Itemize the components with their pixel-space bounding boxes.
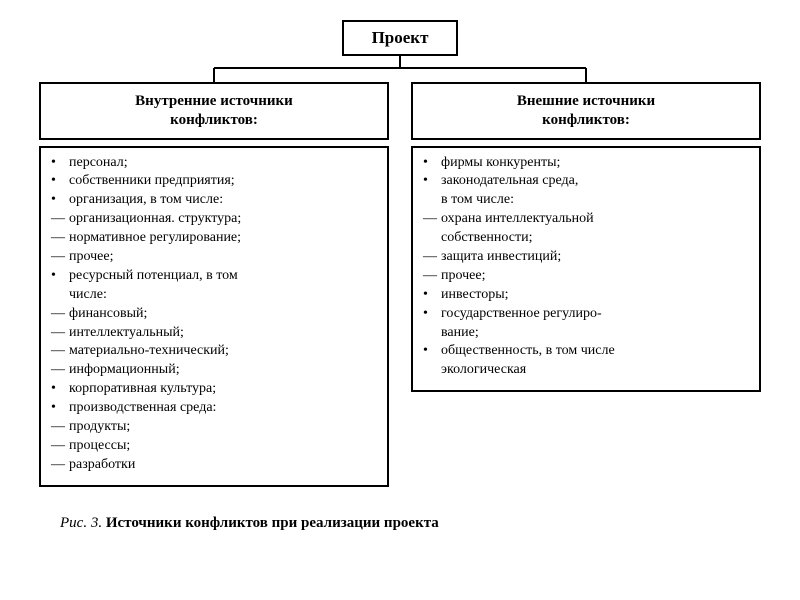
diagram-root: Проект Внутренние источникиконфликтов: п… bbox=[30, 20, 770, 532]
column-body-external: фирмы конкуренты;законодательная среда,в… bbox=[411, 146, 761, 393]
bullet-icon bbox=[51, 267, 69, 286]
list-item-text: собственности; bbox=[441, 229, 749, 248]
bullet-icon bbox=[51, 154, 69, 173]
dash-icon bbox=[51, 324, 69, 343]
list-item: нормативное регулирование; bbox=[51, 229, 377, 248]
list-item-text: материально-технический; bbox=[69, 342, 377, 361]
caption-text: Источники конфликтов при реализации прое… bbox=[106, 515, 439, 531]
list-item: процессы; bbox=[51, 437, 377, 456]
dash-icon bbox=[51, 210, 69, 229]
list-item: законодательная среда, bbox=[423, 172, 749, 191]
list-item: корпоративная культура; bbox=[51, 380, 377, 399]
list-item-text: финансовый; bbox=[69, 305, 377, 324]
list-item-text: защита инвестиций; bbox=[441, 248, 749, 267]
bullet-icon bbox=[423, 172, 441, 191]
bullet-icon bbox=[51, 380, 69, 399]
bullet-icon bbox=[51, 399, 69, 418]
list-item: материально-технический; bbox=[51, 342, 377, 361]
list-item-text: вание; bbox=[441, 324, 749, 343]
columns-container: Внутренние источникиконфликтов: персонал… bbox=[30, 82, 770, 487]
dash-icon bbox=[423, 248, 441, 267]
list-item: производственная среда: bbox=[51, 399, 377, 418]
list-item: персонал; bbox=[51, 154, 377, 173]
dash-icon bbox=[51, 342, 69, 361]
root-node: Проект bbox=[342, 20, 459, 56]
column-internal: Внутренние источникиконфликтов: персонал… bbox=[39, 82, 389, 487]
list-item: финансовый; bbox=[51, 305, 377, 324]
list-item-text: законодательная среда, bbox=[441, 172, 749, 191]
list-item-text: корпоративная культура; bbox=[69, 380, 377, 399]
list-item-text: в том числе: bbox=[441, 191, 749, 210]
column-body-internal: персонал;собственники предприятия;органи… bbox=[39, 146, 389, 487]
list-item: собственники предприятия; bbox=[51, 172, 377, 191]
list-item: инвесторы; bbox=[423, 286, 749, 305]
bullet-icon bbox=[51, 191, 69, 210]
list-item-text: прочее; bbox=[441, 267, 749, 286]
list-item-text: разработки bbox=[69, 456, 377, 475]
list-item: общественность, в том числе bbox=[423, 342, 749, 361]
list-item: вание; bbox=[423, 324, 749, 343]
list-item: организационная. структура; bbox=[51, 210, 377, 229]
list-item: охрана интеллектуальной bbox=[423, 210, 749, 229]
list-item: продукты; bbox=[51, 418, 377, 437]
list-item: фирмы конкуренты; bbox=[423, 154, 749, 173]
column-header-text: Внутренние источникиконфликтов: bbox=[135, 93, 293, 128]
list-item: в том числе: bbox=[423, 191, 749, 210]
list-item: прочее; bbox=[423, 267, 749, 286]
list-item: прочее; bbox=[51, 248, 377, 267]
dash-icon bbox=[51, 361, 69, 380]
column-header-text: Внешние источникиконфликтов: bbox=[517, 93, 655, 128]
list-item-text: инвесторы; bbox=[441, 286, 749, 305]
list-item: собственности; bbox=[423, 229, 749, 248]
dash-icon bbox=[51, 437, 69, 456]
list-item: интеллектуальный; bbox=[51, 324, 377, 343]
bullet-icon bbox=[423, 286, 441, 305]
list-item-text: ресурсный потенциал, в том bbox=[69, 267, 377, 286]
column-header-external: Внешние источникиконфликтов: bbox=[411, 82, 761, 140]
list-item-text: числе: bbox=[69, 286, 377, 305]
list-item-text: персонал; bbox=[69, 154, 377, 173]
list-item-text: общественность, в том числе bbox=[441, 342, 749, 361]
list-item-text: информационный; bbox=[69, 361, 377, 380]
list-item-text: государственное регулиро- bbox=[441, 305, 749, 324]
list-item: числе: bbox=[51, 286, 377, 305]
bullet-icon bbox=[423, 154, 441, 173]
dash-icon bbox=[51, 418, 69, 437]
list-item: государственное регулиро- bbox=[423, 305, 749, 324]
connector-lines bbox=[80, 56, 720, 82]
list-item-text: процессы; bbox=[69, 437, 377, 456]
list-item: защита инвестиций; bbox=[423, 248, 749, 267]
list-item: ресурсный потенциал, в том bbox=[51, 267, 377, 286]
list-item-text: интеллектуальный; bbox=[69, 324, 377, 343]
list-item: разработки bbox=[51, 456, 377, 475]
dash-icon bbox=[51, 456, 69, 475]
list-item-text: собственники предприятия; bbox=[69, 172, 377, 191]
list-item-text: охрана интеллектуальной bbox=[441, 210, 749, 229]
list-item-text: организационная. структура; bbox=[69, 210, 377, 229]
list-item-text: продукты; bbox=[69, 418, 377, 437]
bullet-icon bbox=[51, 172, 69, 191]
column-external: Внешние источникиконфликтов: фирмы конку… bbox=[411, 82, 761, 487]
list-item: организация, в том числе: bbox=[51, 191, 377, 210]
list-item-text: прочее; bbox=[69, 248, 377, 267]
dash-icon bbox=[51, 248, 69, 267]
dash-icon bbox=[423, 267, 441, 286]
bullet-icon bbox=[423, 342, 441, 361]
root-title: Проект bbox=[372, 28, 429, 47]
dash-icon bbox=[51, 305, 69, 324]
dash-icon bbox=[423, 210, 441, 229]
list-item-text: экологическая bbox=[441, 361, 749, 380]
list-item: информационный; bbox=[51, 361, 377, 380]
list-item-text: организация, в том числе: bbox=[69, 191, 377, 210]
dash-icon bbox=[51, 229, 69, 248]
list-item: экологическая bbox=[423, 361, 749, 380]
list-item-text: нормативное регулирование; bbox=[69, 229, 377, 248]
caption-label: Рис. 3. bbox=[60, 515, 102, 531]
list-item-text: производственная среда: bbox=[69, 399, 377, 418]
bullet-icon bbox=[423, 305, 441, 324]
figure-caption: Рис. 3. Источники конфликтов при реализа… bbox=[60, 515, 770, 532]
column-header-internal: Внутренние источникиконфликтов: bbox=[39, 82, 389, 140]
list-item-text: фирмы конкуренты; bbox=[441, 154, 749, 173]
